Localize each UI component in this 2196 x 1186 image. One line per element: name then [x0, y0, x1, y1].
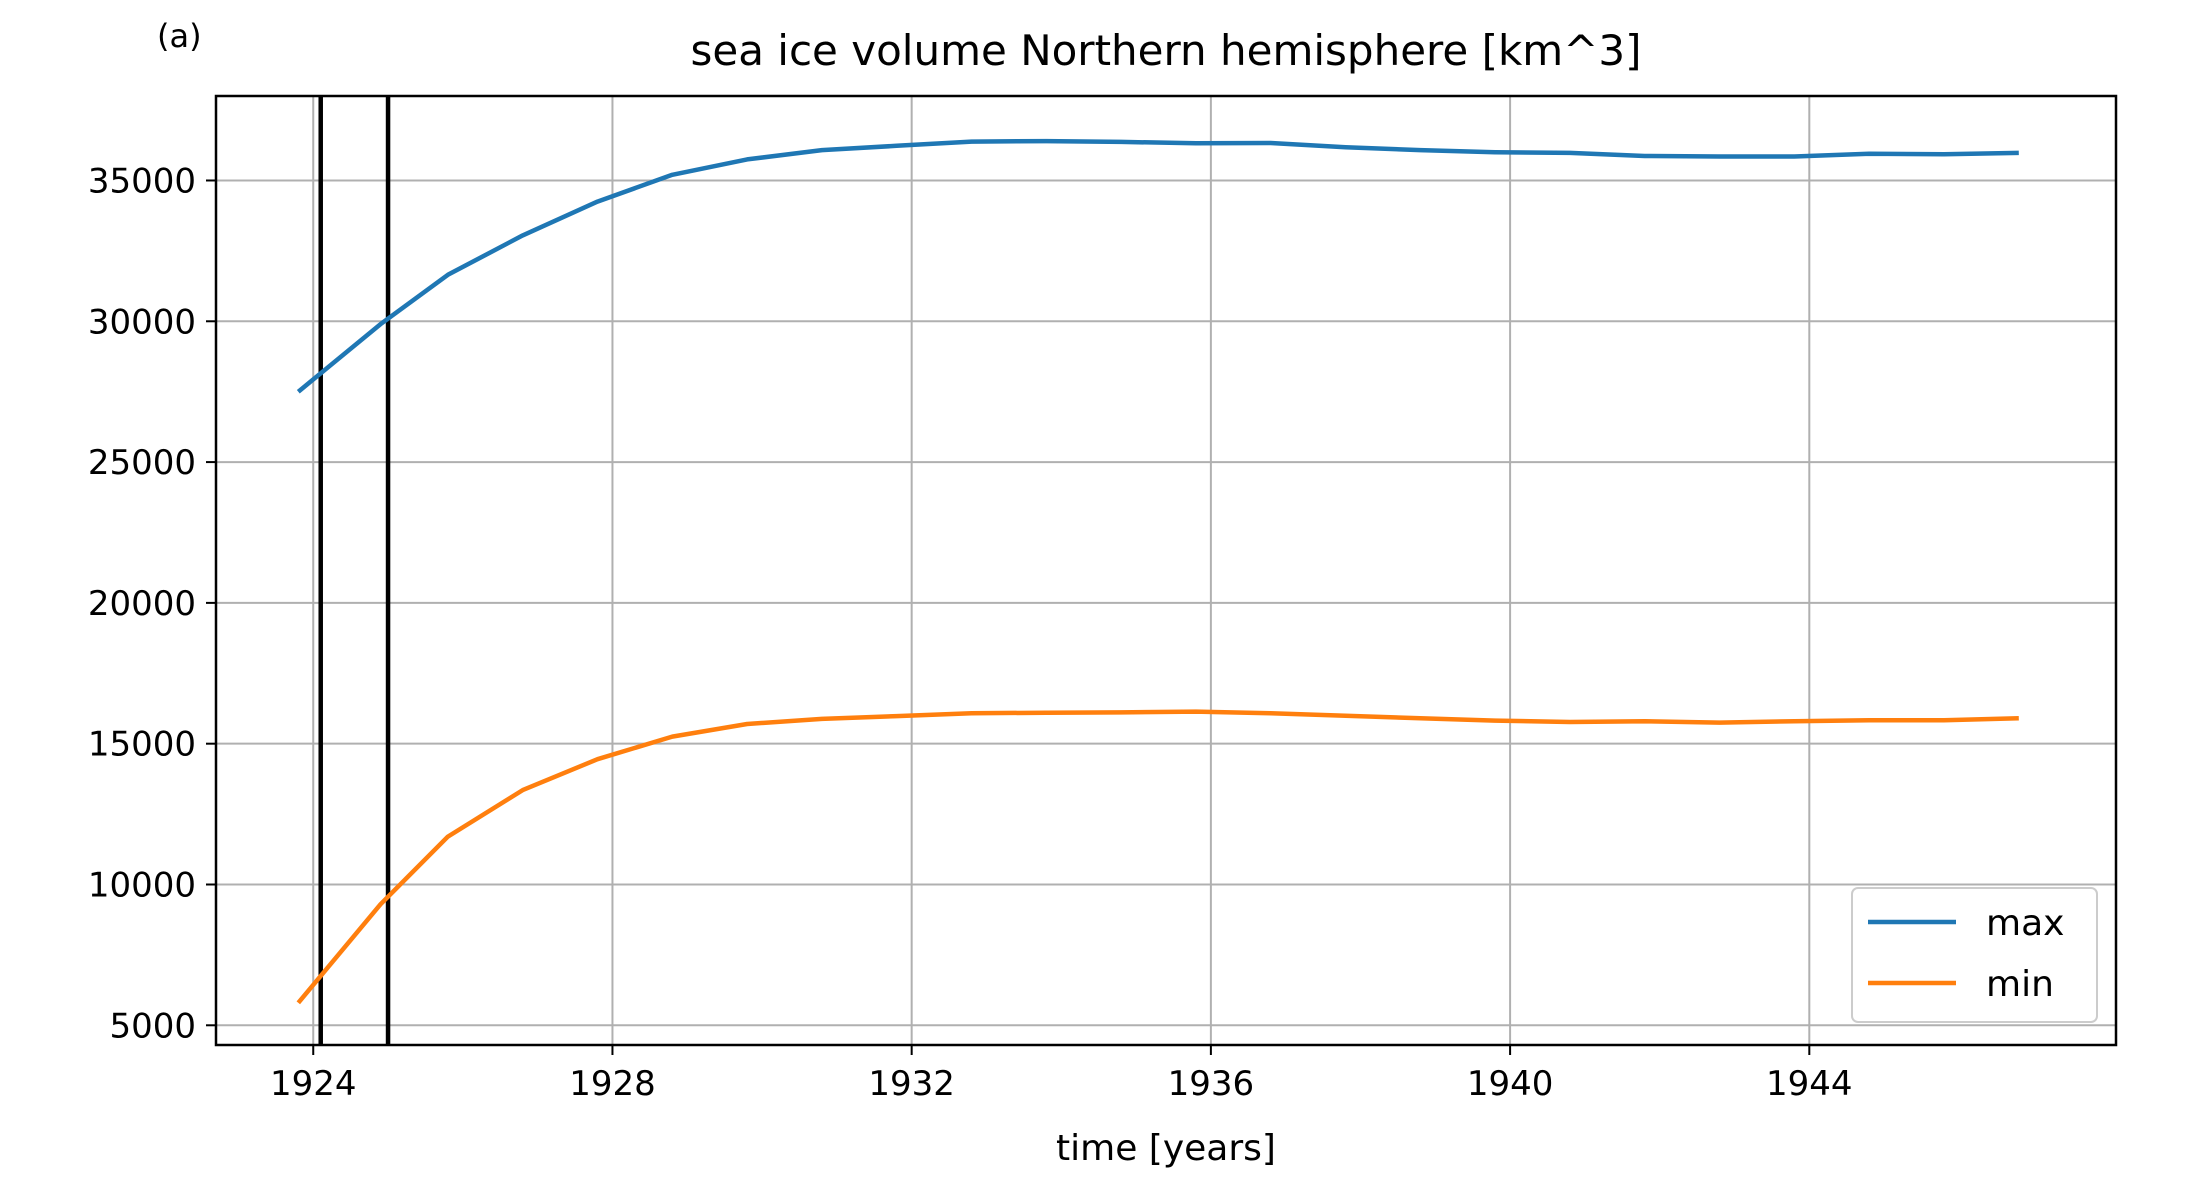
y-tick-label: 10000 — [88, 865, 196, 905]
x-axis-label: time [years] — [1056, 1128, 1276, 1169]
y-axis-ticks: 5000 10000 15000 20000 25000 30000 35000 — [88, 161, 216, 1046]
y-tick-label: 25000 — [88, 443, 196, 483]
legend-label-max: max — [1986, 903, 2064, 944]
legend-label-min: min — [1986, 964, 2054, 1005]
x-tick-label: 1924 — [270, 1064, 357, 1104]
x-tick-label: 1932 — [868, 1064, 955, 1104]
y-tick-label: 15000 — [88, 725, 196, 765]
plot-frame — [214, 94, 2118, 1047]
x-axis-ticks: 1924 1928 1932 1936 1940 1944 — [270, 1045, 1853, 1104]
series-lines — [296, 138, 2019, 1005]
x-tick-label: 1928 — [569, 1064, 656, 1104]
x-tick-label: 1940 — [1467, 1064, 1554, 1104]
chart-title: sea ice volume Northern hemisphere [km^3… — [690, 26, 1641, 75]
x-tick-label: 1936 — [1168, 1064, 1255, 1104]
x-tick-label: 1944 — [1766, 1064, 1853, 1104]
y-tick-label: 35000 — [88, 161, 196, 201]
y-tick-label: 5000 — [109, 1006, 196, 1046]
vertical-markers — [318, 96, 391, 1045]
legend: max min — [1851, 887, 2098, 1023]
series-line-min — [296, 709, 2019, 1005]
grid-lines — [216, 96, 2116, 1045]
panel-label: (a) — [157, 17, 202, 55]
y-tick-label: 30000 — [88, 302, 196, 342]
series-line-max — [296, 138, 2019, 394]
y-tick-label: 20000 — [88, 584, 196, 624]
